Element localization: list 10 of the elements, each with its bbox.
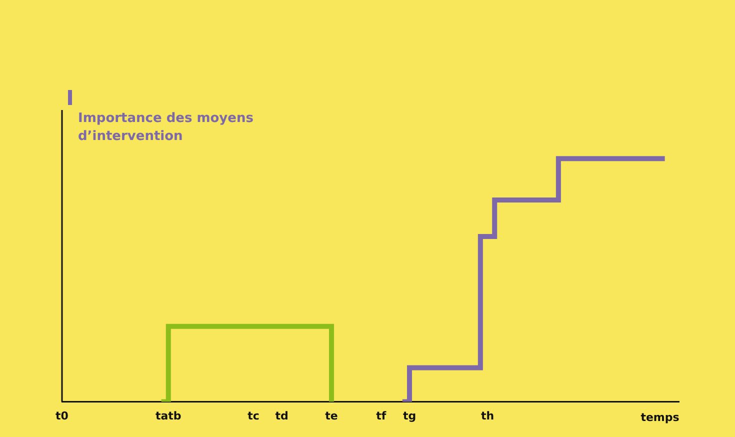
x-axis-title: temps xyxy=(640,411,680,424)
x-tick-label: td xyxy=(275,409,288,422)
x-tick-label: t0 xyxy=(56,409,69,422)
x-tick-label: tc xyxy=(248,409,260,422)
x-tick-label: th xyxy=(480,409,494,422)
x-tick-label: tf xyxy=(376,409,386,422)
x-tick-label: tatb xyxy=(155,409,182,422)
x-tick-label: tg xyxy=(402,409,416,422)
x-tick-label: te xyxy=(325,409,338,422)
y-axis-title: Importance des moyens d’intervention xyxy=(78,110,254,144)
